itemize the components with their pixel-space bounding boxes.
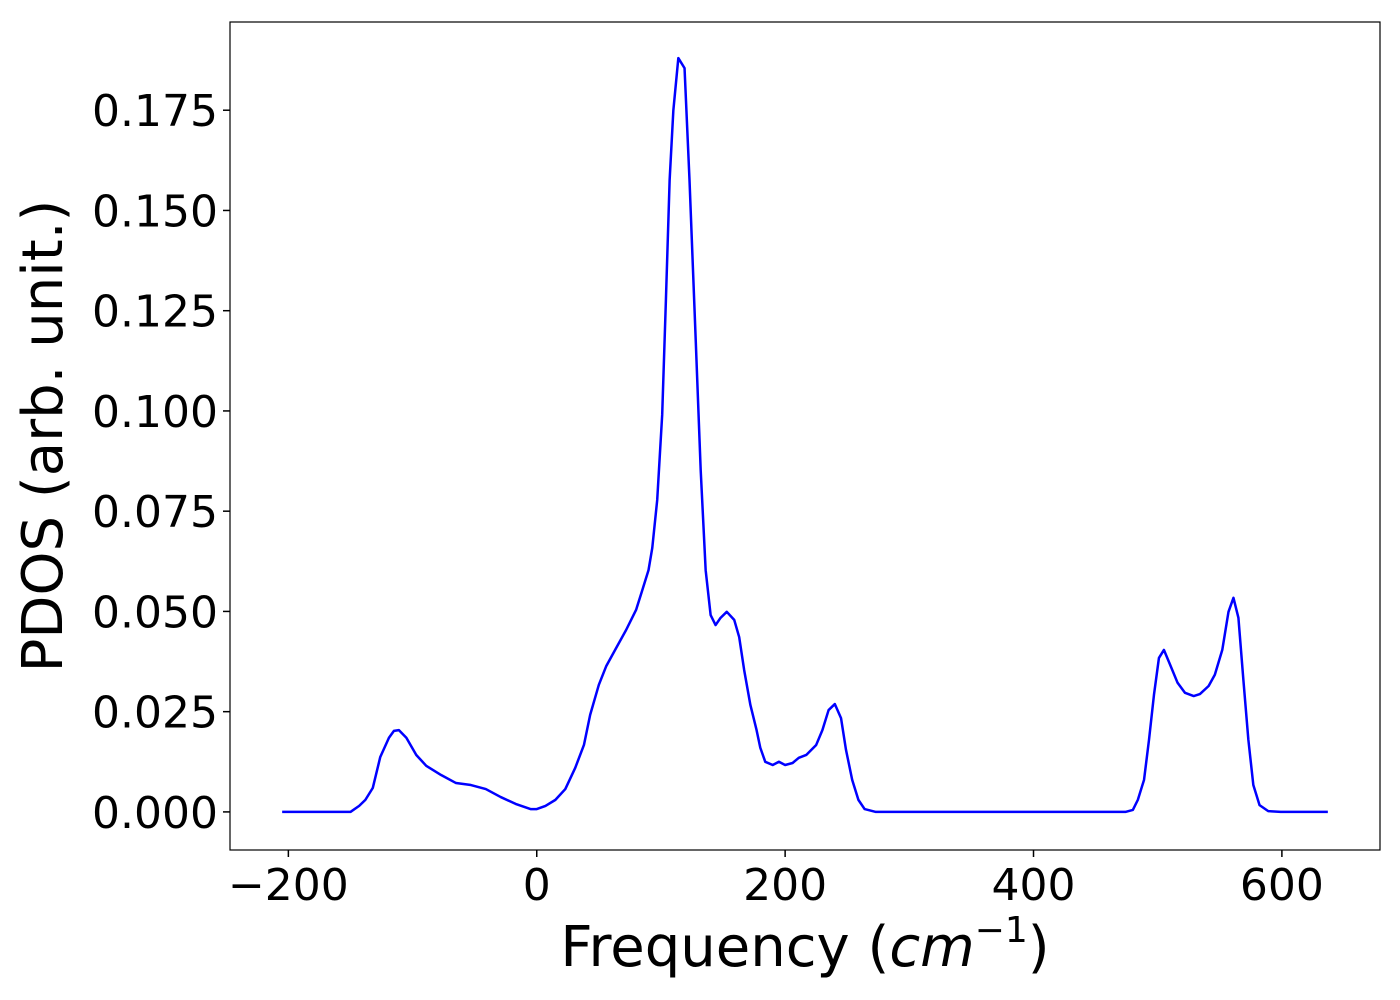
y-tick-label: 0.075	[92, 487, 218, 538]
x-tick-label: 400	[992, 860, 1076, 911]
x-tick-label: 200	[743, 860, 827, 911]
plot-frame	[229, 21, 1381, 851]
x-label-unit: cm	[889, 915, 974, 980]
y-tick-label: 0.125	[92, 287, 218, 338]
y-tick-label: 0.150	[92, 186, 218, 237]
x-label-text: Frequency (	[560, 915, 889, 980]
y-axis-label: PDOS (arb. unit.)	[11, 200, 76, 673]
x-tick-label: −200	[228, 860, 349, 911]
y-tick-label: 0.175	[92, 86, 218, 137]
y-tick-label: 0.100	[92, 387, 218, 438]
x-label-close: )	[1028, 915, 1050, 980]
x-axis-label: Frequency (cm−1)	[560, 910, 1049, 980]
x-tick-label: 600	[1240, 860, 1324, 911]
line-series	[282, 56, 1328, 814]
y-tick-label: 0.025	[92, 688, 218, 739]
y-tick-label: 0.000	[92, 788, 218, 839]
y-tick-label: 0.050	[92, 587, 218, 638]
x-label-exponent: −1	[975, 910, 1028, 951]
x-tick-label: 0	[523, 860, 551, 911]
